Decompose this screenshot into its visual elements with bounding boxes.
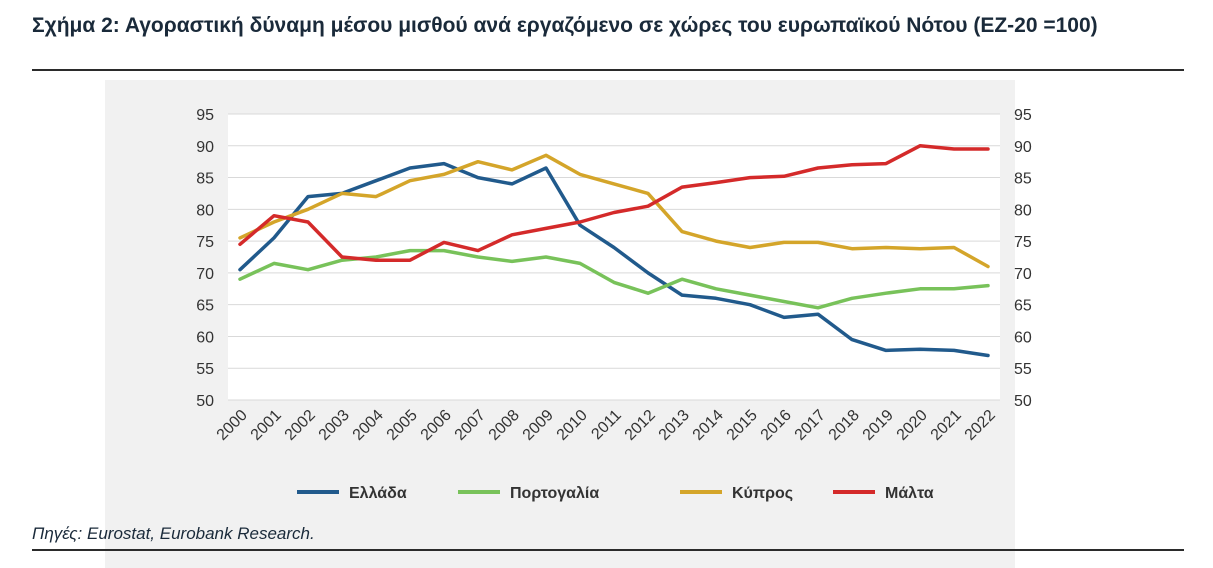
y-tick-label-right: 75 <box>1014 234 1032 251</box>
x-tick-label: 2003 <box>316 407 353 444</box>
y-tick-label-left: 75 <box>196 234 214 251</box>
y-tick-label-left: 60 <box>196 329 214 346</box>
y-tick-label-left: 80 <box>196 202 214 219</box>
y-tick-label-left: 55 <box>196 361 214 378</box>
x-tick-label: 2014 <box>690 407 727 444</box>
x-tick-label: 2018 <box>826 407 863 444</box>
y-tick-label-right: 50 <box>1014 393 1032 410</box>
legend-label: Πορτογαλία <box>510 485 599 502</box>
series-line <box>238 153 990 269</box>
x-tick-label: 2013 <box>656 407 693 444</box>
x-tick-label: 2022 <box>962 407 999 444</box>
y-tick-label-right: 95 <box>1014 107 1032 124</box>
x-tick-label: 2005 <box>384 407 421 444</box>
y-tick-label-left: 70 <box>196 266 214 283</box>
x-tick-label: 2021 <box>928 407 965 444</box>
y-tick-label-left: 65 <box>196 298 214 315</box>
x-tick-label: 2017 <box>792 407 829 444</box>
y-tick-label-left: 95 <box>196 107 214 124</box>
y-tick-label-right: 85 <box>1014 171 1032 188</box>
x-tick-label: 2002 <box>282 407 319 444</box>
legend-label: Κύπρος <box>732 485 793 502</box>
footer-divider <box>32 549 1184 551</box>
y-tick-label-right: 55 <box>1014 361 1032 378</box>
legend-label: Ελλάδα <box>349 485 407 502</box>
series-line <box>238 161 990 358</box>
y-tick-label-right: 70 <box>1014 266 1032 283</box>
x-tick-label: 2012 <box>622 407 659 444</box>
y-tick-label-left: 90 <box>196 139 214 156</box>
x-tick-label: 2019 <box>860 407 897 444</box>
x-tick-label: 2008 <box>486 407 523 444</box>
source-note: Πηγές: Eurostat, Eurobank Research. <box>32 524 315 543</box>
x-tick-label: 2015 <box>724 407 761 444</box>
x-tick-label: 2004 <box>350 407 387 444</box>
legend-label: Μάλτα <box>885 485 934 502</box>
y-tick-label-right: 60 <box>1014 329 1032 346</box>
x-tick-label: 2001 <box>248 407 285 444</box>
y-tick-label-left: 85 <box>196 171 214 188</box>
x-tick-label: 2010 <box>554 407 591 444</box>
y-tick-label-right: 90 <box>1014 139 1032 156</box>
y-tick-label-right: 65 <box>1014 298 1032 315</box>
figure-title: Σχήμα 2: Αγοραστική δύναμη μέσου μισθού … <box>32 14 1098 37</box>
x-tick-label: 2011 <box>588 407 624 443</box>
x-tick-label: 2009 <box>520 407 557 444</box>
x-tick-label: 2020 <box>894 407 931 444</box>
y-tick-label-left: 50 <box>196 393 214 410</box>
y-tick-label-right: 80 <box>1014 202 1032 219</box>
series-line <box>238 144 990 262</box>
x-tick-label: 2006 <box>418 407 455 444</box>
x-tick-label: 2000 <box>214 407 251 444</box>
title-divider <box>32 69 1184 71</box>
x-tick-label: 2016 <box>758 407 795 444</box>
x-tick-label: 2007 <box>452 407 489 444</box>
